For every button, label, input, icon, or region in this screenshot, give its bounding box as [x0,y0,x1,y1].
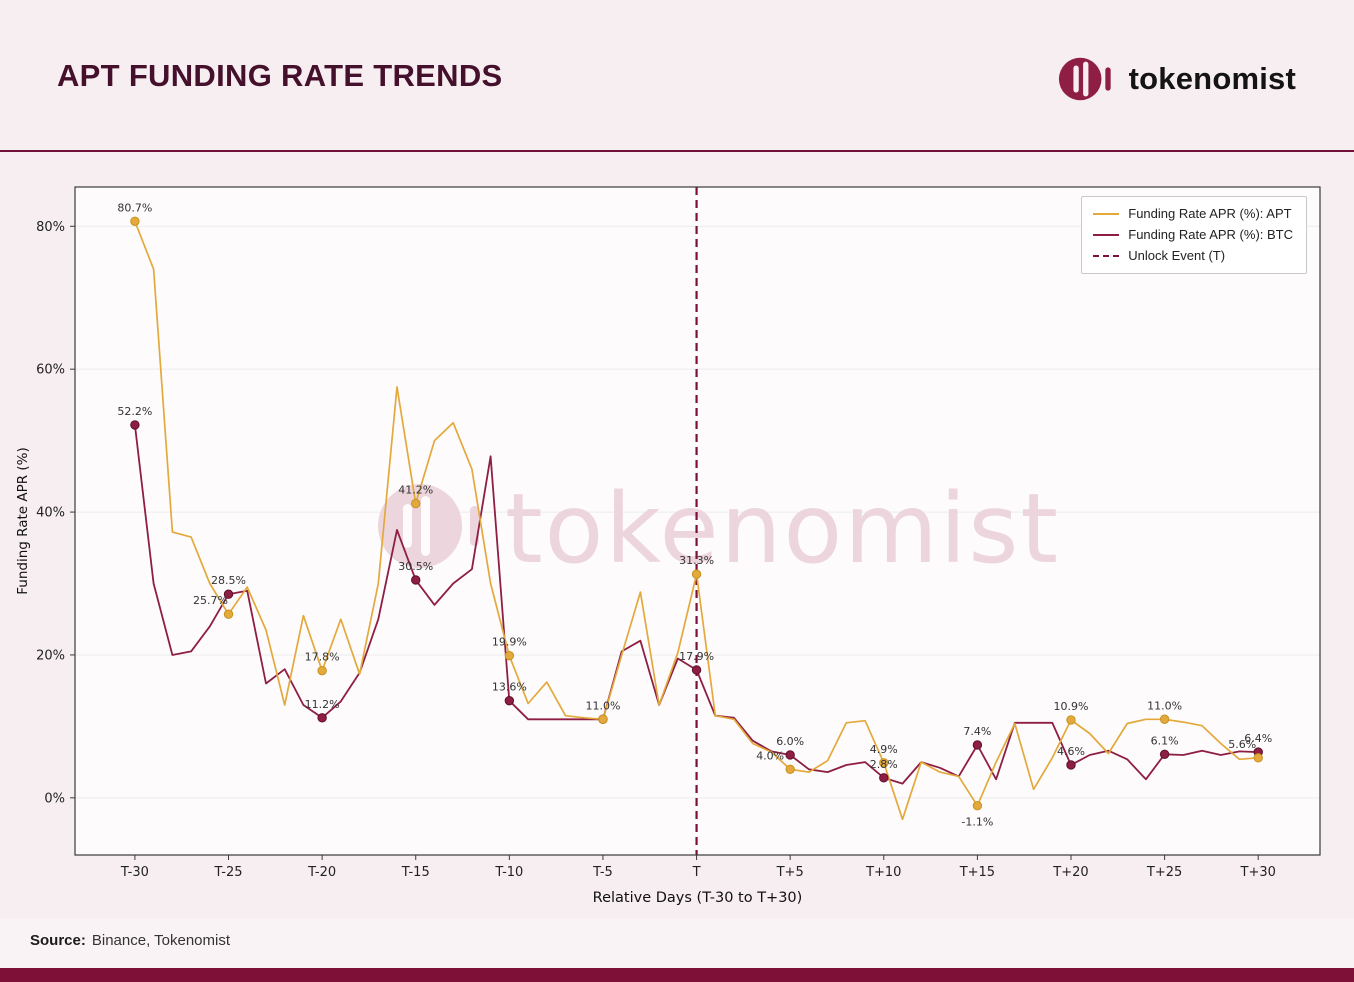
svg-text:T+15: T+15 [959,865,995,880]
y-axis-title: Funding Rate APR (%) [15,447,31,595]
source-value: Binance, Tokenomist [91,932,230,949]
svg-text:2.8%: 2.8% [870,758,898,771]
legend-label-unlock: Unlock Event (T) [1128,248,1226,263]
bottom-accent-bar [0,968,1354,982]
svg-text:0%: 0% [44,791,65,806]
y-axis: 0% 20% 40% 60% 80% Funding Rate APR (%) [15,220,75,806]
legend-item-unlock: Unlock Event (T) [1093,248,1293,263]
svg-text:T+25: T+25 [1146,865,1182,880]
svg-text:T-5: T-5 [592,865,613,880]
chart-legend: Funding Rate APR (%): APT Funding Rate A… [1081,196,1307,274]
svg-text:T-10: T-10 [494,865,523,880]
svg-text:T: T [692,865,701,880]
svg-text:80%: 80% [36,220,65,235]
svg-text:T-15: T-15 [401,865,430,880]
svg-text:31.3%: 31.3% [679,554,714,567]
svg-text:60%: 60% [36,363,65,378]
point-annotations: 80.7% 25.7% 17.8% 41.2% 19.9% 11.0% 31.3% 4.0% 4… [117,201,1272,828]
svg-text:6.0%: 6.0% [776,735,804,748]
svg-text:80.7%: 80.7% [117,201,152,214]
series-markers [130,216,1263,811]
svg-text:T-30: T-30 [120,865,149,880]
svg-text:tokenomist: tokenomist [505,473,1060,585]
legend-label-btc: Funding Rate APR (%): BTC [1128,227,1293,242]
svg-text:4.9%: 4.9% [870,743,898,756]
svg-text:6.4%: 6.4% [1244,732,1272,745]
svg-text:4.0%: 4.0% [756,749,784,762]
legend-item-apt: Funding Rate APR (%): APT [1093,206,1293,221]
source-label: Source: [30,932,86,949]
header-divider [0,150,1354,152]
svg-text:T+20: T+20 [1052,865,1088,880]
svg-text:7.4%: 7.4% [963,725,991,738]
tokenomist-logo-icon [1058,57,1111,101]
svg-text:-1.1%: -1.1% [961,816,993,829]
brand-logo: tokenomist [1057,50,1296,108]
x-axis-title: Relative Days (T-30 to T+30) [593,890,803,906]
unlock-line-swatch [1093,254,1120,257]
brand-wordmark: tokenomist [1128,61,1296,96]
svg-text:17.8%: 17.8% [305,651,340,664]
plot-border [74,186,1321,856]
svg-text:5.6%: 5.6% [1228,738,1256,751]
svg-text:20%: 20% [36,648,65,663]
svg-text:41.2%: 41.2% [398,483,433,496]
apt-line-swatch [1093,212,1120,215]
svg-text:40%: 40% [36,506,65,521]
svg-text:17.9%: 17.9% [679,650,714,663]
svg-text:10.9%: 10.9% [1054,700,1089,713]
svg-text:11.0%: 11.0% [585,699,620,712]
svg-text:4.6%: 4.6% [1057,745,1085,758]
svg-text:T+10: T+10 [865,865,901,880]
svg-text:T+5: T+5 [776,865,804,880]
svg-text:30.5%: 30.5% [398,560,433,573]
svg-text:13.6%: 13.6% [492,681,527,694]
btc-line-swatch [1093,233,1120,236]
svg-text:11.0%: 11.0% [1147,699,1182,712]
x-axis: T-30 T-25 T-20 T-15 T-10 T-5 T T+5 T+10 T+15 T+20 T… [120,855,1276,906]
svg-text:6.1%: 6.1% [1151,734,1179,747]
page-header: APT FUNDING RATE TRENDS tokenomist [0,0,1354,150]
svg-text:28.5%: 28.5% [211,574,246,587]
svg-text:25.7%: 25.7% [193,594,228,607]
svg-text:19.9%: 19.9% [492,636,527,649]
legend-item-btc: Funding Rate APR (%): BTC [1093,227,1293,242]
svg-text:52.2%: 52.2% [117,405,152,418]
legend-label-apt: Funding Rate APR (%): APT [1128,206,1292,221]
svg-text:11.2%: 11.2% [305,698,340,711]
svg-text:T-20: T-20 [307,865,336,880]
watermark: tokenomist [378,473,1060,585]
footer: Source: Binance, Tokenomist [0,918,1354,968]
svg-text:T+30: T+30 [1240,865,1276,880]
page-title: APT FUNDING RATE TRENDS [57,58,503,93]
svg-text:T-25: T-25 [214,865,243,880]
